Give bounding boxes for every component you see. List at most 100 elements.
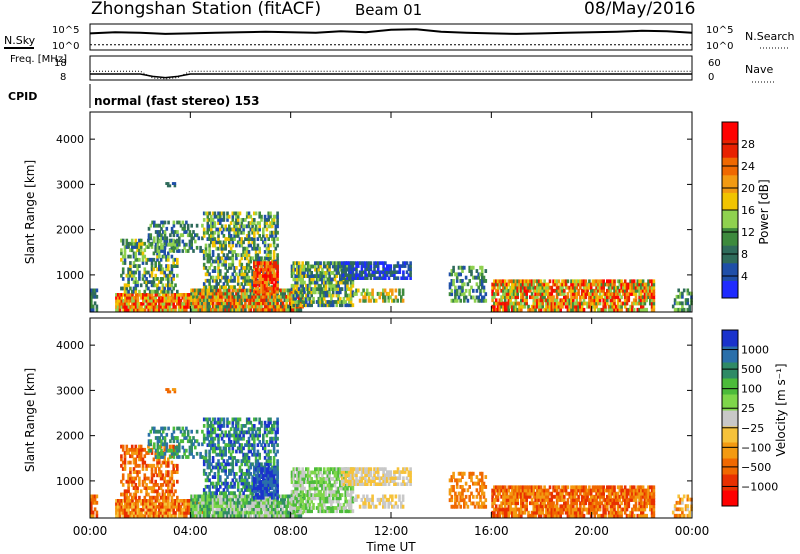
heatmap-cell <box>276 513 279 518</box>
heatmap-cell <box>269 513 272 518</box>
heatmap-cell <box>129 270 132 275</box>
heatmap-cell <box>211 221 215 225</box>
colorbar-tick-label: 28 <box>741 138 755 151</box>
heatmap-cell <box>276 500 279 505</box>
heatmap-cell <box>95 307 99 312</box>
heatmap-cell <box>634 295 638 300</box>
heatmap-cell <box>382 295 385 300</box>
heatmap-cell <box>127 308 131 312</box>
heatmap-cell <box>236 459 240 463</box>
heatmap-cell <box>115 302 118 306</box>
colorbar-swatch <box>722 139 738 158</box>
heatmap-cell <box>315 271 319 275</box>
heatmap-cell <box>201 497 204 502</box>
heatmap-cell <box>233 278 236 283</box>
heatmap-cell <box>511 282 514 287</box>
heatmap-cell <box>131 505 134 509</box>
heatmap-cell <box>400 295 403 300</box>
heatmap-cell <box>163 230 167 234</box>
heatmap-cell <box>145 489 148 494</box>
heatmap-cell <box>186 305 190 309</box>
heatmap-cell <box>611 304 614 309</box>
heatmap-cell <box>627 298 631 303</box>
heatmap-cell <box>154 508 158 512</box>
heatmap-cell <box>233 221 236 225</box>
heatmap-cell <box>602 282 605 287</box>
heatmap-cell <box>326 267 330 272</box>
heatmap-cell <box>294 267 297 272</box>
heatmap-cell <box>514 279 518 284</box>
heatmap-cell <box>168 184 172 188</box>
heatmap-cell <box>165 254 168 259</box>
heatmap-cell <box>156 457 159 462</box>
heatmap-cell <box>371 270 374 274</box>
heatmap-cell <box>220 513 224 518</box>
heatmap-cell <box>204 266 208 270</box>
heatmap-cell <box>219 465 222 470</box>
heatmap-cell <box>625 298 629 303</box>
heatmap-cell <box>258 280 261 285</box>
heatmap-cell <box>134 486 138 490</box>
heatmap-cell <box>235 478 238 483</box>
heatmap-cell <box>154 296 158 300</box>
heatmap-cell <box>147 486 150 490</box>
heatmap-cell <box>193 304 197 309</box>
heatmap-cell <box>201 301 204 306</box>
heatmap-cell <box>172 455 176 459</box>
heatmap-cell <box>636 288 640 293</box>
heatmap-cell <box>95 500 99 505</box>
heatmap-cell <box>253 446 256 451</box>
heatmap-cell <box>405 270 409 274</box>
heatmap-cell <box>245 256 249 261</box>
heatmap-cell <box>557 292 561 296</box>
heatmap-cell <box>276 298 279 302</box>
heatmap-cell <box>272 449 276 454</box>
heatmap-cell <box>170 444 174 449</box>
heatmap-cell <box>202 494 206 499</box>
heatmap-cell <box>564 301 568 306</box>
heatmap-cell <box>623 298 627 303</box>
heatmap-cell <box>242 481 245 486</box>
heatmap-cell <box>147 308 150 312</box>
heatmap-cell <box>636 282 640 287</box>
heatmap-cell <box>132 289 136 294</box>
heatmap-cell <box>269 427 272 431</box>
heatmap-cell <box>95 494 99 499</box>
heatmap-cell <box>195 507 199 512</box>
heatmap-cell <box>220 256 224 261</box>
heatmap-cell <box>269 224 272 229</box>
heatmap-cell <box>120 238 123 243</box>
heatmap-cell <box>536 288 539 293</box>
heatmap-cell <box>208 291 211 296</box>
heatmap-cell <box>156 242 160 247</box>
heatmap-cell <box>634 301 638 306</box>
heatmap-cell <box>376 276 380 280</box>
heatmap-cell <box>297 277 301 282</box>
heatmap-cell <box>233 484 236 489</box>
heatmap-cell <box>224 500 227 505</box>
heatmap-cell <box>228 288 231 293</box>
heatmap-cell <box>219 288 222 293</box>
heatmap-cell <box>220 507 224 512</box>
heatmap-cell <box>219 269 222 273</box>
heatmap-cell <box>138 499 141 503</box>
heatmap-cell <box>147 492 150 497</box>
heatmap-cell <box>123 457 127 462</box>
heatmap-cell <box>211 449 215 454</box>
heatmap-cell <box>172 241 175 246</box>
heatmap-cell <box>208 250 211 254</box>
heatmap-cell <box>265 246 269 251</box>
heatmap-cell <box>349 273 353 277</box>
heatmap-cell <box>512 295 516 300</box>
heatmap-cell <box>632 282 636 287</box>
heatmap-cell <box>242 272 245 277</box>
heatmap-cell <box>235 462 238 467</box>
heatmap-cell <box>272 253 276 257</box>
heatmap-cell <box>197 298 201 302</box>
heatmap-cell <box>580 301 584 306</box>
heatmap-cell <box>360 291 364 296</box>
heatmap-cell <box>330 296 333 301</box>
heatmap-cell <box>317 283 321 288</box>
heatmap-cell <box>90 504 93 508</box>
heatmap-cell <box>210 436 213 441</box>
